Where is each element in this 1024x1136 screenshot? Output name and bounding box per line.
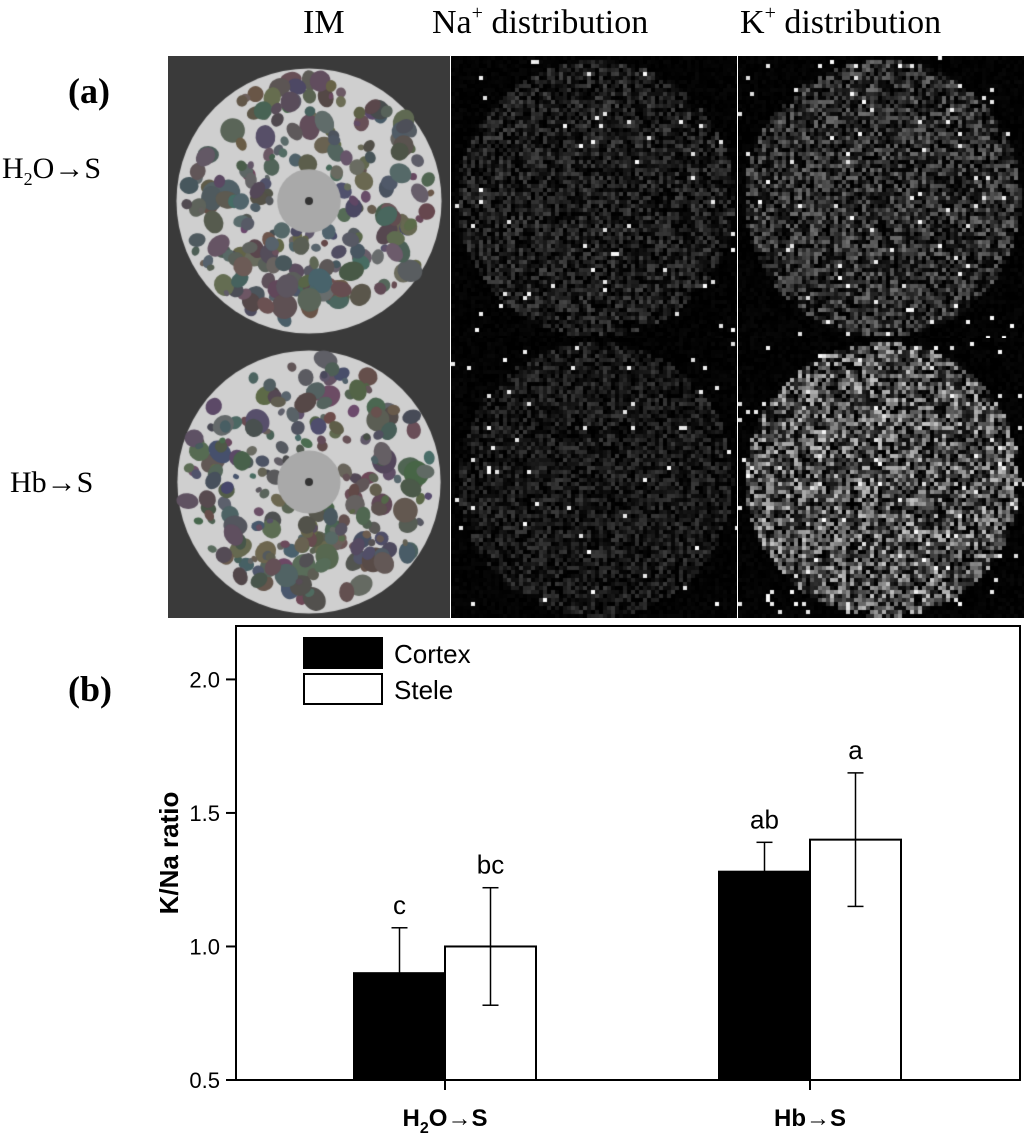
sem-image-h2o xyxy=(168,56,450,338)
column-header-im: IM xyxy=(303,4,345,41)
panel-label-a: (a) xyxy=(68,71,110,111)
row-label-h2o: H2O→S xyxy=(2,152,102,189)
k-map-hb xyxy=(738,338,1024,618)
y-tick-label: 2.0 xyxy=(189,667,220,692)
y-axis-label: K/Na ratio xyxy=(154,792,184,915)
plot-frame xyxy=(235,625,1021,1081)
y-tick-label: 1.0 xyxy=(189,934,220,959)
significance-letter: ab xyxy=(750,804,779,834)
panel-label-b: (b) xyxy=(68,669,112,709)
significance-letter: bc xyxy=(477,850,504,880)
column-header-na: Na+ distribution xyxy=(432,2,649,41)
significance-letter: c xyxy=(393,890,406,920)
na-map-h2o xyxy=(451,56,737,338)
y-tick-label: 0.5 xyxy=(189,1068,220,1093)
x-tick-label: H2O→S xyxy=(403,1105,488,1136)
na-map-hb xyxy=(451,338,737,618)
significance-letter: a xyxy=(848,735,863,765)
legend-label-stele: Stele xyxy=(394,675,453,705)
sem-image-hb xyxy=(168,338,450,618)
legend-label-cortex: Cortex xyxy=(394,639,471,669)
column-header-k: K+ distribution xyxy=(740,2,942,41)
x-tick-label: Hb→S xyxy=(774,1105,846,1132)
bar-cortex xyxy=(718,870,811,1081)
row-label-hb: Hb→S xyxy=(10,466,94,499)
legend-swatch-cortex xyxy=(303,637,383,669)
y-tick-label: 1.5 xyxy=(189,801,220,826)
k-map-h2o xyxy=(738,56,1024,338)
legend-swatch-stele xyxy=(303,673,383,705)
